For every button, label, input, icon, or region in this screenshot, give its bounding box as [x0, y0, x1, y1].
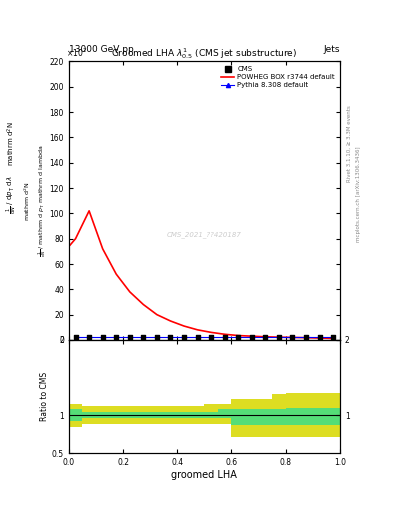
Point — [167, 333, 174, 342]
Title: Groomed LHA $\lambda^{1}_{0.5}$ (CMS jet substructure): Groomed LHA $\lambda^{1}_{0.5}$ (CMS jet… — [111, 47, 298, 61]
Point — [235, 333, 241, 342]
Point — [249, 333, 255, 342]
Point — [208, 333, 214, 342]
Point — [86, 333, 92, 342]
Y-axis label: Ratio to CMS: Ratio to CMS — [40, 372, 49, 421]
Point — [330, 333, 336, 342]
Text: Rivet 3.1.10, ≥ 3.3M events: Rivet 3.1.10, ≥ 3.3M events — [347, 105, 352, 182]
Point — [140, 333, 147, 342]
Point — [316, 333, 323, 342]
X-axis label: groomed LHA: groomed LHA — [171, 470, 237, 480]
Point — [289, 333, 296, 342]
Text: CMS_2021_??420187: CMS_2021_??420187 — [167, 231, 242, 238]
Point — [303, 333, 309, 342]
Text: $\times10^2$: $\times10^2$ — [66, 46, 87, 59]
Point — [222, 333, 228, 342]
Point — [195, 333, 201, 342]
Text: mcplots.cern.ch [arXiv:1306.3436]: mcplots.cern.ch [arXiv:1306.3436] — [356, 147, 361, 242]
Point — [113, 333, 119, 342]
Point — [262, 333, 268, 342]
Text: $\frac{1}{\mathrm{d}N}$ / $\mathrm{d}p_\mathrm{T}$ $\mathrm{d}\lambda$: $\frac{1}{\mathrm{d}N}$ / $\mathrm{d}p_\… — [5, 175, 19, 214]
Text: mathrm d$^2$N: mathrm d$^2$N — [6, 121, 17, 165]
Text: 13000 GeV pp: 13000 GeV pp — [69, 45, 134, 54]
Point — [181, 333, 187, 342]
Point — [127, 333, 133, 342]
Text: Jets: Jets — [323, 45, 340, 54]
Point — [99, 333, 106, 342]
Point — [72, 333, 79, 342]
Point — [154, 333, 160, 342]
Point — [276, 333, 282, 342]
Legend: CMS, POWHEG BOX r3744 default, Pythia 8.308 default: CMS, POWHEG BOX r3744 default, Pythia 8.… — [220, 65, 336, 90]
Y-axis label: mathrm d$^2$N
$\frac{1}{\mathrm{d}N}$ / mathrm d $p_\mathrm{T}$ mathrm d lambda: mathrm d$^2$N $\frac{1}{\mathrm{d}N}$ / … — [23, 144, 48, 257]
